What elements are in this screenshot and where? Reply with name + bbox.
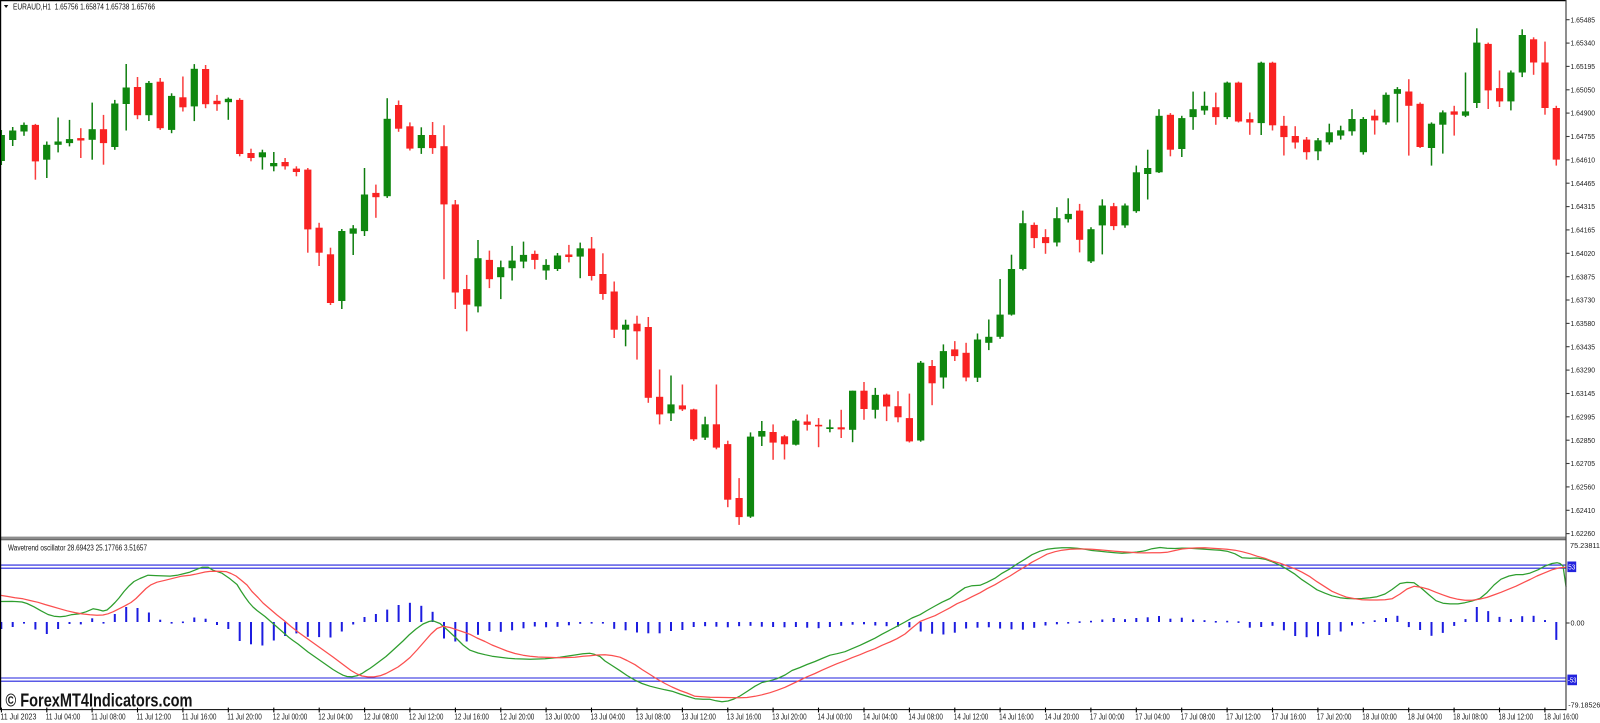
svg-text:12 Jul 04:00: 12 Jul 04:00 [318,712,353,721]
svg-text:1.65050: 1.65050 [1571,85,1596,94]
svg-text:12 Jul 08:00: 12 Jul 08:00 [364,712,399,721]
svg-text:-53: -53 [1568,676,1577,685]
svg-text:13 Jul 12:00: 13 Jul 12:00 [681,712,716,721]
svg-text:14 Jul 04:00: 14 Jul 04:00 [863,712,898,721]
svg-text:1.64610: 1.64610 [1571,156,1596,165]
svg-text:1.64755: 1.64755 [1571,132,1596,141]
svg-text:1.62410: 1.62410 [1571,506,1596,515]
svg-text:17 Jul 12:00: 17 Jul 12:00 [1226,712,1261,721]
svg-text:18 Jul 12:00: 18 Jul 12:00 [1499,712,1534,721]
svg-text:1.64465: 1.64465 [1571,179,1596,188]
svg-text:17 Jul 08:00: 17 Jul 08:00 [1181,712,1216,721]
svg-text:17 Jul 04:00: 17 Jul 04:00 [1135,712,1170,721]
svg-text:1.64900: 1.64900 [1571,109,1596,118]
svg-text:18 Jul 16:00: 18 Jul 16:00 [1544,712,1579,721]
svg-text:13 Jul 20:00: 13 Jul 20:00 [772,712,807,721]
svg-text:18 Jul 00:00: 18 Jul 00:00 [1362,712,1397,721]
svg-text:17 Jul 16:00: 17 Jul 16:00 [1272,712,1307,721]
svg-text:13 Jul 04:00: 13 Jul 04:00 [591,712,626,721]
svg-text:1.62995: 1.62995 [1571,412,1596,421]
svg-text:14 Jul 16:00: 14 Jul 16:00 [999,712,1034,721]
svg-text:12 Jul 12:00: 12 Jul 12:00 [409,712,444,721]
svg-text:1.64165: 1.64165 [1571,226,1596,235]
svg-text:18 Jul 04:00: 18 Jul 04:00 [1408,712,1443,721]
svg-text:11 Jul 04:00: 11 Jul 04:00 [46,712,81,721]
svg-text:1.62260: 1.62260 [1571,529,1596,538]
svg-text:1.63730: 1.63730 [1571,296,1596,305]
svg-text:1.62705: 1.62705 [1571,459,1596,468]
svg-text:11 Jul 16:00: 11 Jul 16:00 [182,712,217,721]
svg-text:0.00: 0.00 [1571,619,1585,628]
svg-text:12 Jul 16:00: 12 Jul 16:00 [454,712,489,721]
svg-text:1.64020: 1.64020 [1571,249,1596,258]
svg-text:-79.18526: -79.18526 [1568,701,1600,710]
svg-text:14 Jul 20:00: 14 Jul 20:00 [1045,712,1080,721]
svg-text:12 Jul 00:00: 12 Jul 00:00 [273,712,308,721]
svg-text:1.63145: 1.63145 [1571,389,1596,398]
svg-text:11 Jul 20:00: 11 Jul 20:00 [227,712,262,721]
svg-text:1.65340: 1.65340 [1571,39,1596,48]
svg-text:18 Jul 08:00: 18 Jul 08:00 [1453,712,1488,721]
svg-text:13 Jul 00:00: 13 Jul 00:00 [545,712,580,721]
svg-text:1.63875: 1.63875 [1571,272,1596,281]
svg-text:1.63580: 1.63580 [1571,319,1596,328]
svg-text:11 Jul 2023: 11 Jul 2023 [0,712,36,721]
svg-text:14 Jul 12:00: 14 Jul 12:00 [954,712,989,721]
svg-text:1.64315: 1.64315 [1571,202,1596,211]
svg-text:11 Jul 08:00: 11 Jul 08:00 [91,712,126,721]
svg-text:75.23811: 75.23811 [1570,541,1600,550]
svg-text:1.65485: 1.65485 [1571,15,1596,24]
svg-text:© ForexMT4Indicators.com: © ForexMT4Indicators.com [6,690,193,711]
svg-text:13 Jul 16:00: 13 Jul 16:00 [727,712,762,721]
svg-text:11 Jul 12:00: 11 Jul 12:00 [137,712,172,721]
svg-text:17 Jul 00:00: 17 Jul 00:00 [1090,712,1125,721]
svg-text:EURAUD,H1 1.65756 1.65874 1.6: EURAUD,H1 1.65756 1.65874 1.65738 1.6576… [13,3,155,12]
svg-text:13 Jul 08:00: 13 Jul 08:00 [636,712,671,721]
svg-text:1.63435: 1.63435 [1571,342,1596,351]
svg-text:14 Jul 08:00: 14 Jul 08:00 [908,712,943,721]
svg-text:53: 53 [1568,563,1575,572]
svg-text:14 Jul 00:00: 14 Jul 00:00 [818,712,853,721]
svg-text:1.63290: 1.63290 [1571,366,1596,375]
svg-text:1.65195: 1.65195 [1571,62,1596,71]
svg-text:12 Jul 20:00: 12 Jul 20:00 [500,712,535,721]
svg-text:1.62560: 1.62560 [1571,483,1596,492]
svg-text:17 Jul 20:00: 17 Jul 20:00 [1317,712,1352,721]
svg-text:1.62850: 1.62850 [1571,436,1596,445]
svg-text:Wavetrend oscillator 28.69423: Wavetrend oscillator 28.69423 25.17766 3… [8,544,147,553]
